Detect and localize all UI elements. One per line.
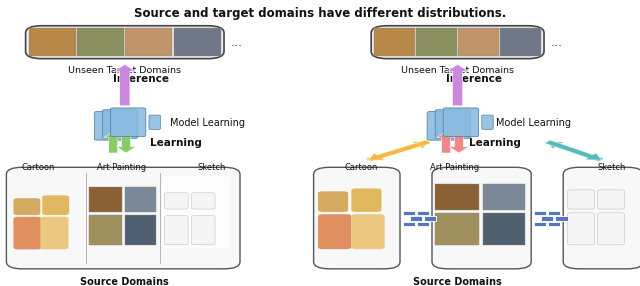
FancyBboxPatch shape: [428, 112, 463, 140]
Text: Inference: Inference: [113, 74, 169, 84]
FancyBboxPatch shape: [435, 110, 470, 138]
Text: Unseen Target Domains: Unseen Target Domains: [401, 66, 514, 75]
Bar: [89, 214, 122, 245]
FancyBboxPatch shape: [13, 217, 42, 249]
FancyBboxPatch shape: [191, 216, 215, 245]
FancyBboxPatch shape: [6, 167, 240, 269]
Text: Art Painting: Art Painting: [430, 163, 479, 172]
Text: ...: ...: [230, 36, 243, 49]
Polygon shape: [365, 142, 429, 162]
Text: Sketch: Sketch: [197, 163, 225, 172]
Bar: [435, 213, 479, 245]
FancyBboxPatch shape: [318, 214, 351, 249]
Text: Learning: Learning: [150, 138, 202, 148]
FancyBboxPatch shape: [164, 216, 188, 245]
Bar: [534, 211, 547, 215]
Bar: [548, 222, 561, 226]
Bar: [534, 222, 547, 226]
Bar: [125, 28, 173, 56]
Text: Model Learning: Model Learning: [170, 118, 244, 128]
FancyBboxPatch shape: [568, 213, 595, 245]
FancyBboxPatch shape: [164, 193, 188, 209]
Polygon shape: [115, 64, 135, 106]
FancyBboxPatch shape: [444, 108, 479, 136]
FancyBboxPatch shape: [42, 195, 69, 215]
Polygon shape: [545, 140, 602, 160]
Bar: [458, 28, 499, 56]
Polygon shape: [449, 132, 468, 153]
Bar: [541, 216, 554, 221]
FancyBboxPatch shape: [102, 110, 138, 138]
FancyBboxPatch shape: [95, 112, 130, 140]
Bar: [556, 216, 568, 221]
Bar: [424, 216, 436, 221]
FancyBboxPatch shape: [314, 167, 400, 269]
FancyBboxPatch shape: [149, 115, 161, 129]
Bar: [125, 214, 156, 245]
Bar: [403, 222, 415, 226]
Polygon shape: [104, 132, 123, 153]
FancyBboxPatch shape: [482, 115, 493, 129]
Text: ...: ...: [550, 36, 563, 49]
Text: Source Domains: Source Domains: [81, 277, 169, 286]
FancyBboxPatch shape: [371, 26, 544, 59]
Polygon shape: [116, 132, 136, 153]
Bar: [174, 28, 221, 56]
Bar: [483, 213, 525, 245]
FancyBboxPatch shape: [568, 190, 595, 209]
FancyBboxPatch shape: [598, 190, 625, 209]
FancyBboxPatch shape: [351, 214, 385, 249]
Text: Art Painting: Art Painting: [97, 163, 146, 172]
Text: Sketch: Sketch: [597, 163, 625, 172]
FancyBboxPatch shape: [598, 213, 625, 245]
FancyBboxPatch shape: [191, 193, 215, 209]
FancyBboxPatch shape: [111, 108, 146, 136]
FancyBboxPatch shape: [318, 191, 348, 212]
FancyBboxPatch shape: [26, 26, 224, 59]
Bar: [548, 211, 561, 215]
Text: Model Learning: Model Learning: [496, 118, 571, 128]
Bar: [435, 184, 479, 210]
Text: Cartoon: Cartoon: [345, 163, 378, 172]
Text: Inference: Inference: [445, 74, 502, 84]
Text: Learning: Learning: [469, 138, 521, 148]
Bar: [483, 184, 525, 210]
Bar: [374, 28, 415, 56]
Text: Cartoon: Cartoon: [22, 163, 55, 172]
Bar: [500, 28, 541, 56]
Polygon shape: [447, 64, 468, 106]
Text: Source and target domains have different distributions.: Source and target domains have different…: [134, 7, 506, 20]
Bar: [417, 211, 429, 215]
FancyBboxPatch shape: [563, 167, 640, 269]
Text: Unseen Target Domains: Unseen Target Domains: [68, 66, 181, 75]
FancyBboxPatch shape: [432, 167, 531, 269]
Bar: [89, 187, 122, 212]
Bar: [77, 28, 124, 56]
Bar: [29, 28, 76, 56]
FancyBboxPatch shape: [162, 176, 229, 249]
Bar: [417, 222, 429, 226]
Bar: [410, 216, 422, 221]
FancyBboxPatch shape: [13, 198, 40, 215]
Polygon shape: [368, 140, 431, 160]
Bar: [125, 187, 156, 212]
FancyBboxPatch shape: [351, 188, 381, 212]
Bar: [417, 28, 457, 56]
Polygon shape: [547, 142, 604, 162]
Text: Source Domains: Source Domains: [413, 277, 502, 286]
Polygon shape: [436, 132, 456, 153]
FancyBboxPatch shape: [40, 217, 68, 249]
Bar: [403, 211, 415, 215]
